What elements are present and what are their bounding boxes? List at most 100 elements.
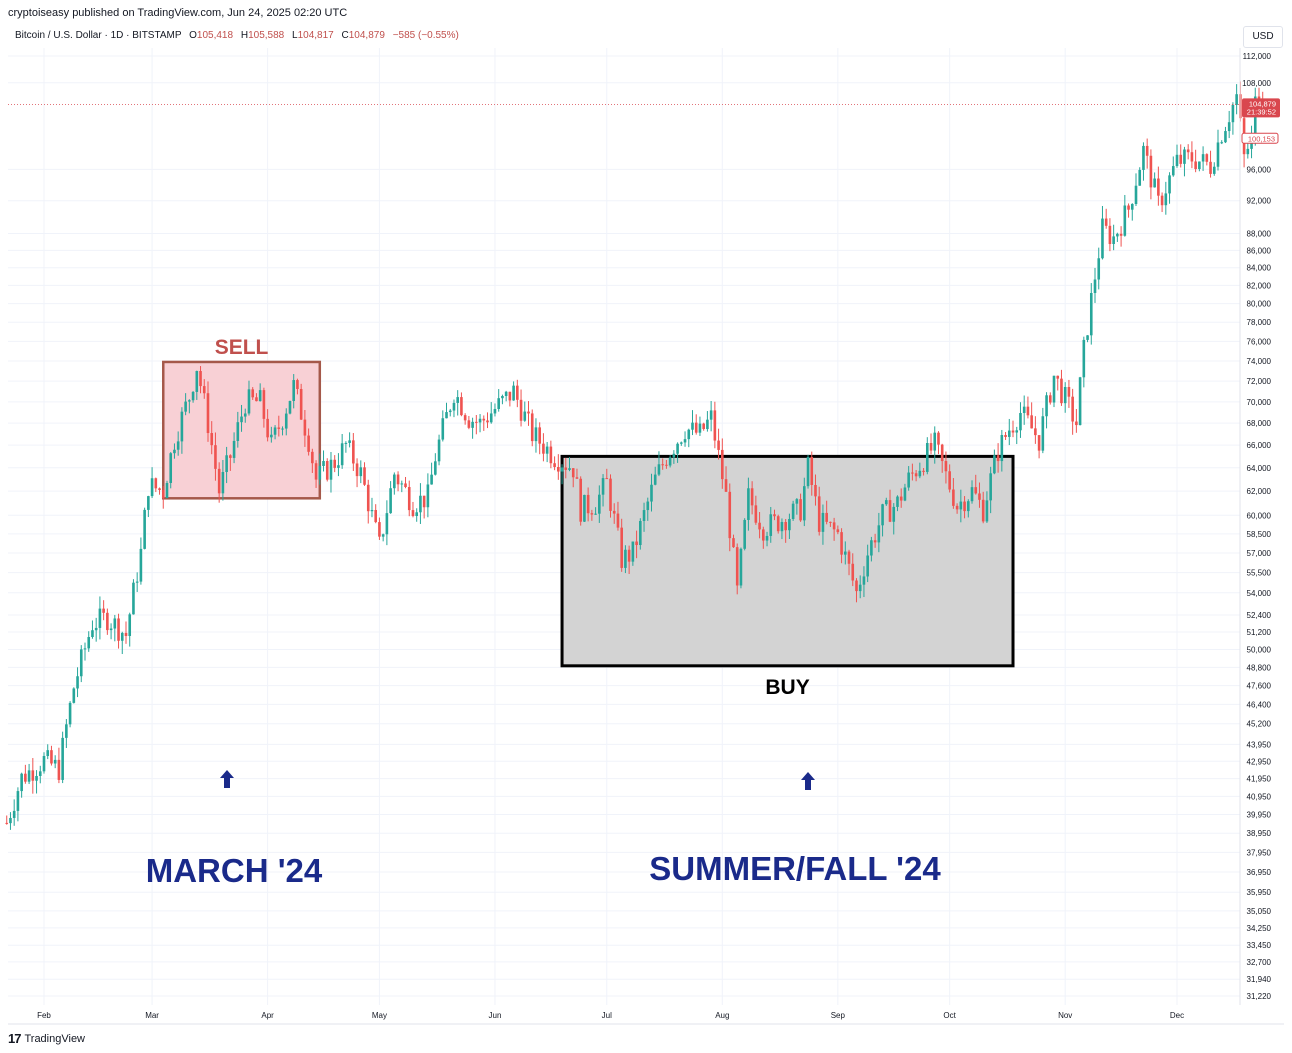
candle-body [1130, 204, 1134, 210]
y-tick-label: 58,500 [1247, 530, 1272, 539]
candle-body [922, 470, 925, 472]
candle-body [188, 400, 191, 402]
candles [5, 81, 1265, 830]
symbol-ohlc-line: Bitcoin / U.S. Dollar · 1D · BITSTAMP O 1… [15, 30, 459, 41]
candle-body [1138, 169, 1142, 186]
candle-body [598, 494, 601, 514]
candle-body [1093, 279, 1097, 293]
x-tick-label: Nov [1058, 1011, 1072, 1020]
candle-body [1119, 233, 1123, 236]
candle-body [448, 410, 452, 413]
candle-body [314, 463, 318, 480]
candle-body [758, 522, 761, 530]
y-tick-label: 43,950 [1247, 740, 1272, 749]
candle-body [594, 513, 597, 515]
candle-body [750, 488, 754, 506]
candle-body [728, 491, 732, 539]
candle-body [217, 468, 221, 494]
candle-body [817, 496, 821, 532]
candle-body [180, 411, 184, 442]
candle-body [687, 429, 691, 440]
candle-body [61, 737, 64, 780]
y-tick-label: 48,800 [1247, 663, 1272, 672]
open-label: O [189, 30, 197, 41]
candle-body [173, 449, 176, 454]
candle-body [709, 410, 713, 420]
candle-body [147, 496, 150, 510]
candle-body [38, 771, 42, 776]
candle-body [5, 822, 9, 824]
candle-body [1007, 430, 1011, 437]
candle-body [747, 488, 750, 520]
summer-fall-label: SUMMER/FALL '24 [649, 850, 941, 887]
candle-body [1216, 142, 1220, 167]
y-tick-label: 31,940 [1247, 975, 1272, 984]
candle-body [616, 513, 620, 528]
currency-button[interactable]: USD [1243, 26, 1283, 48]
candle-body [866, 555, 869, 577]
candle-body [1004, 435, 1007, 437]
candle-body [620, 527, 623, 568]
buy-label: BUY [765, 676, 809, 699]
candle-body [452, 402, 456, 411]
candle-body [1179, 154, 1183, 164]
candle-body [1220, 142, 1224, 144]
candle-body [348, 440, 351, 443]
candle-body [389, 488, 392, 514]
candle-body [702, 423, 705, 430]
candle-body [1086, 335, 1089, 340]
candle-body [68, 702, 72, 725]
candle-body [445, 412, 448, 419]
tradingview-logo[interactable]: 17 TradingView [8, 1031, 85, 1046]
candle-body [400, 483, 404, 485]
candle-body [1030, 415, 1033, 429]
candle-body [590, 513, 594, 515]
close-value: 104,879 [348, 30, 385, 41]
candle-body [1153, 178, 1156, 188]
candle-body [1134, 185, 1138, 205]
candle-body [1157, 178, 1160, 196]
candle-body [407, 487, 411, 511]
candle-body [855, 580, 858, 592]
candle-body [214, 445, 217, 469]
symbol-name[interactable]: Bitcoin / U.S. Dollar · 1D · BITSTAMP [15, 30, 182, 41]
candle-body [322, 461, 325, 466]
candle-body [1067, 386, 1071, 397]
candle-body [202, 386, 206, 394]
candle-body [1019, 413, 1022, 431]
candle-body [542, 443, 545, 454]
candle-body [974, 487, 978, 494]
time-axis: Feb Mar Apr May Jun Jul Aug Sep Oct Nov Dec [37, 1011, 1184, 1020]
candle-body [955, 505, 959, 510]
candle-body [929, 443, 933, 451]
candle-body [1089, 292, 1093, 336]
candle-body [914, 473, 918, 477]
candle-body [165, 482, 169, 499]
candle-body [236, 422, 240, 441]
candle-body [765, 535, 769, 541]
candle-body [150, 478, 154, 497]
candle-body [91, 630, 94, 638]
candle-body [1112, 236, 1115, 245]
y-tick-label: 54,000 [1247, 589, 1272, 598]
candle-body [698, 423, 702, 433]
x-tick-label: Mar [145, 1011, 159, 1020]
candle-body [415, 512, 419, 517]
candle-body [79, 649, 83, 677]
candle-body [605, 478, 609, 480]
candle-body [288, 400, 292, 414]
candle-body [1160, 195, 1164, 206]
candle-body [1000, 435, 1004, 462]
y-tick-label: 96,000 [1247, 165, 1272, 174]
candle-body [176, 441, 180, 450]
candle-body [717, 440, 720, 450]
candle-body [221, 472, 225, 494]
candle-body [467, 420, 471, 428]
candle-body [989, 473, 992, 501]
candle-body [810, 457, 814, 485]
x-tick-label: Sep [831, 1011, 846, 1020]
candle-body [1060, 378, 1063, 404]
candle-body [978, 493, 981, 500]
candle-body [1227, 122, 1231, 132]
